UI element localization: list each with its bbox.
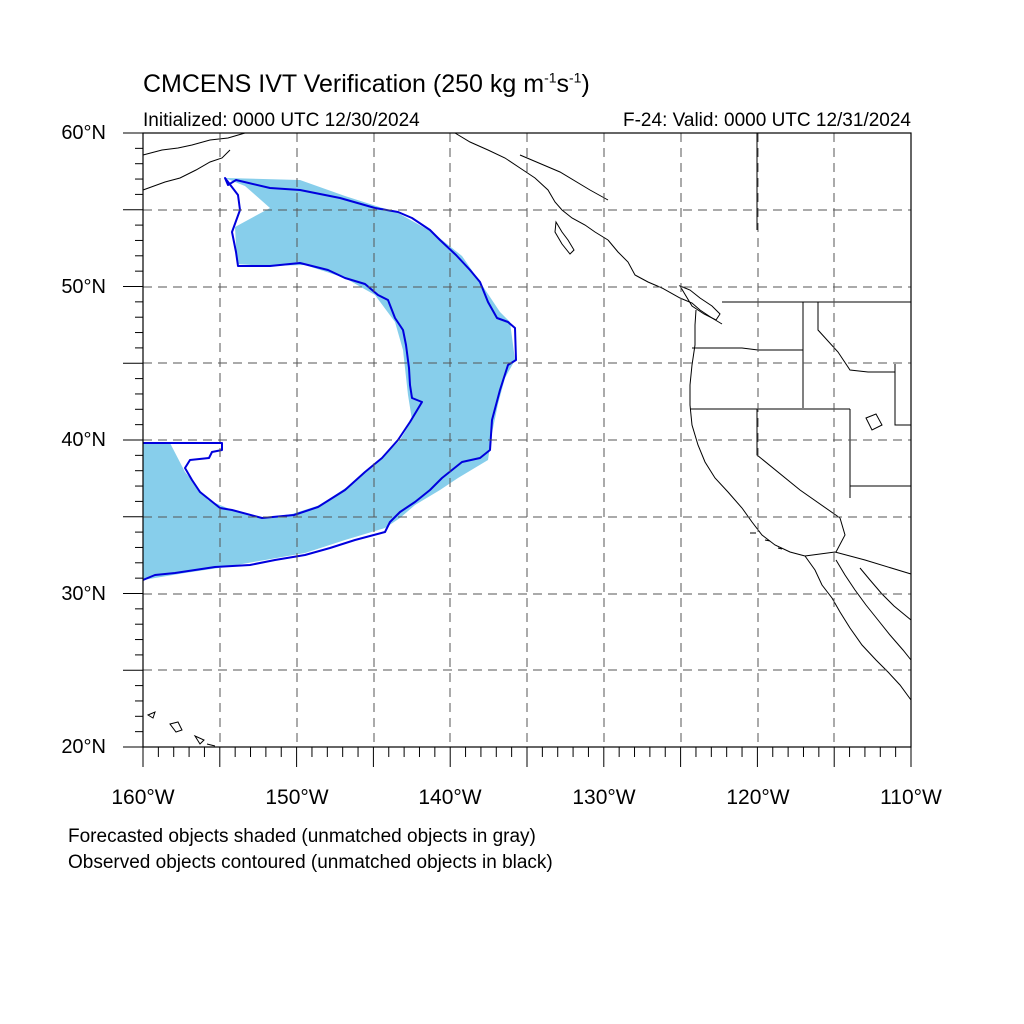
- baja-coast: [804, 555, 912, 701]
- az-ca-border: [835, 517, 846, 553]
- valid-time-label: F-24: Valid: 0000 UTC 12/31/2024: [623, 110, 911, 131]
- map-title: CMCENS IVT Verification (250 kg m-1s-1): [143, 69, 590, 98]
- gulf-california-coast: [835, 559, 912, 661]
- axis-ticks: [123, 132, 912, 767]
- lon-label-140w: 140°W: [418, 786, 482, 809]
- vancouver-island: [678, 284, 721, 321]
- grid-lines: [143, 133, 911, 747]
- alaska-panhandle-coast: [454, 132, 609, 241]
- great-salt-lake: [865, 413, 883, 431]
- wa-or-border: [692, 347, 803, 351]
- lat-label-30n: 30°N: [61, 583, 106, 605]
- legend-forecast-text: Forecasted objects shaded (unmatched obj…: [68, 826, 536, 847]
- lat-label-60n: 60°N: [61, 122, 106, 144]
- lon-label-150w: 150°W: [265, 786, 329, 809]
- political-boundaries: [519, 133, 912, 575]
- or-ca-nv-border: [690, 408, 850, 519]
- legend-observed-text: Observed objects contoured (unmatched ob…: [68, 852, 553, 873]
- mexico-border: [804, 551, 912, 575]
- lon-label-130w: 130°W: [572, 786, 636, 809]
- channel-islands: [750, 532, 783, 550]
- lon-label-110w: 110°W: [880, 786, 942, 809]
- ut-az-border: [850, 364, 911, 487]
- west-coast: [689, 309, 806, 557]
- alaska-coast: [142, 132, 246, 191]
- lat-label-20n: 20°N: [61, 736, 106, 758]
- coastlines: [142, 132, 912, 747]
- hawaii-islands: [146, 711, 216, 747]
- haida-gwaii: [554, 220, 575, 255]
- observed-object-contour: [143, 177, 517, 581]
- bc-coast: [607, 239, 723, 325]
- lat-label-40n: 40°N: [61, 429, 106, 451]
- lon-label-120w: 120°W: [726, 786, 790, 809]
- alaska-bc-border: [519, 133, 758, 230]
- init-time-label: Initialized: 0000 UTC 12/30/2024: [143, 110, 420, 131]
- lon-label-160w: 160°W: [111, 786, 175, 809]
- forecast-object-shading: [143, 178, 515, 580]
- id-border: [802, 302, 895, 408]
- lat-label-50n: 50°N: [61, 276, 106, 298]
